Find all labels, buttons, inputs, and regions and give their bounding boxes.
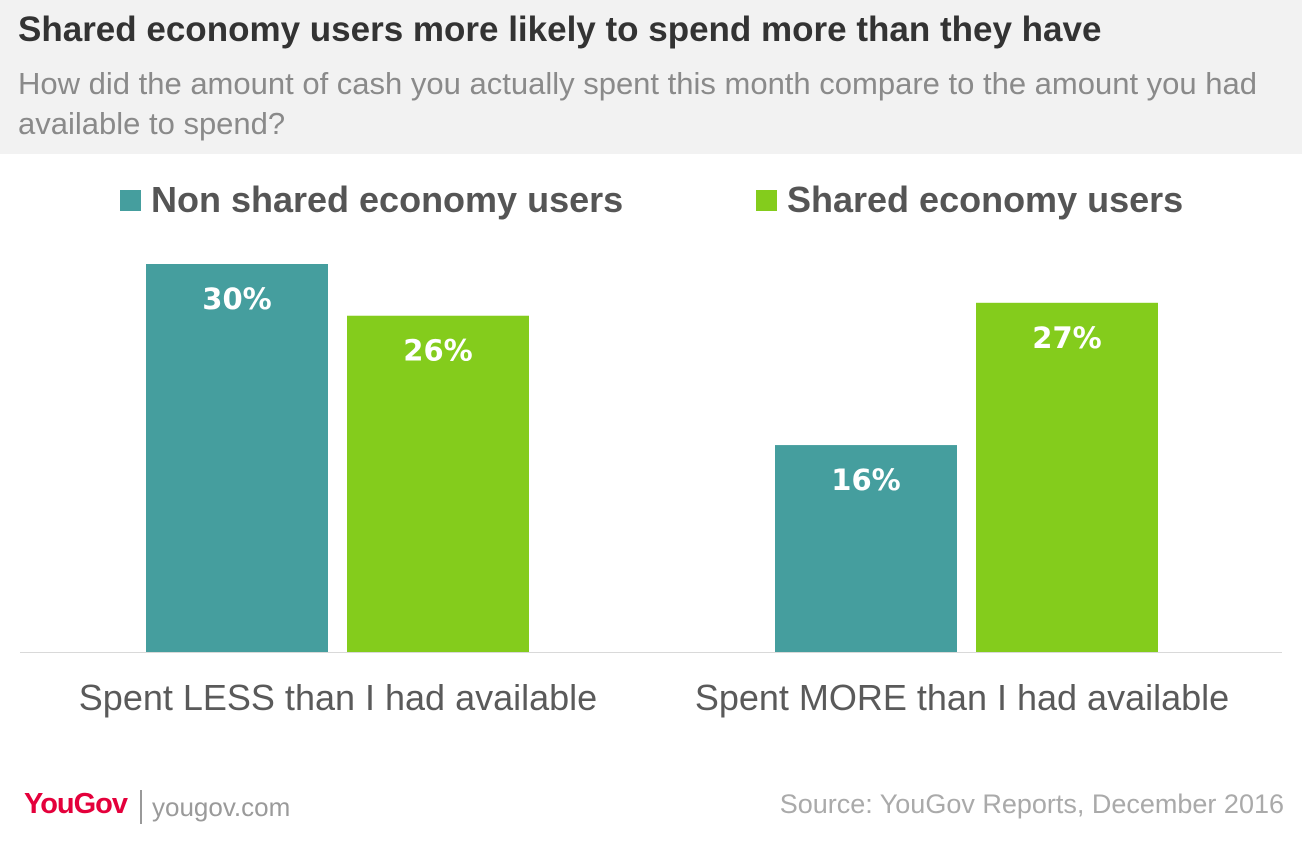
bar-shared-less bbox=[347, 315, 529, 652]
legend-label-non-shared: Non shared economy users bbox=[151, 179, 624, 220]
legend-swatch-non-shared bbox=[120, 189, 141, 211]
bar-non-shared-less bbox=[146, 264, 328, 652]
footer-site-link[interactable]: yougov.com bbox=[152, 792, 291, 822]
category-label-more: Spent MORE than I had available bbox=[695, 677, 1229, 718]
legend-item-shared: Shared economy users bbox=[756, 178, 1183, 222]
data-label-shared-less: 26% bbox=[403, 334, 472, 368]
bar-chart: 30% 26% Spent LESS than I had available 16%… bbox=[20, 264, 1282, 718]
data-label-shared-more: 27% bbox=[1032, 321, 1101, 355]
footer-divider bbox=[140, 790, 142, 824]
legend-label-shared: Shared economy users bbox=[787, 179, 1184, 220]
source-note: Source: YouGov Reports, December 2016 bbox=[779, 789, 1284, 819]
category-label-less: Spent LESS than I had available bbox=[79, 677, 597, 718]
bar-shared-more bbox=[976, 302, 1158, 652]
chart-title: Shared economy users more likely to spen… bbox=[18, 10, 1102, 49]
chart-subtitle: How did the amount of cash you actually … bbox=[18, 66, 1258, 141]
legend-swatch-shared bbox=[756, 189, 777, 211]
data-label-non-shared-less: 30% bbox=[202, 282, 271, 316]
yougov-logo: YouGov bbox=[24, 788, 128, 820]
legend-item-non-shared: Non shared economy users bbox=[120, 178, 623, 222]
chart-header: Shared economy users more likely to spen… bbox=[0, 0, 1302, 154]
bar-non-shared-more bbox=[775, 445, 957, 652]
data-label-non-shared-more: 16% bbox=[831, 463, 900, 497]
